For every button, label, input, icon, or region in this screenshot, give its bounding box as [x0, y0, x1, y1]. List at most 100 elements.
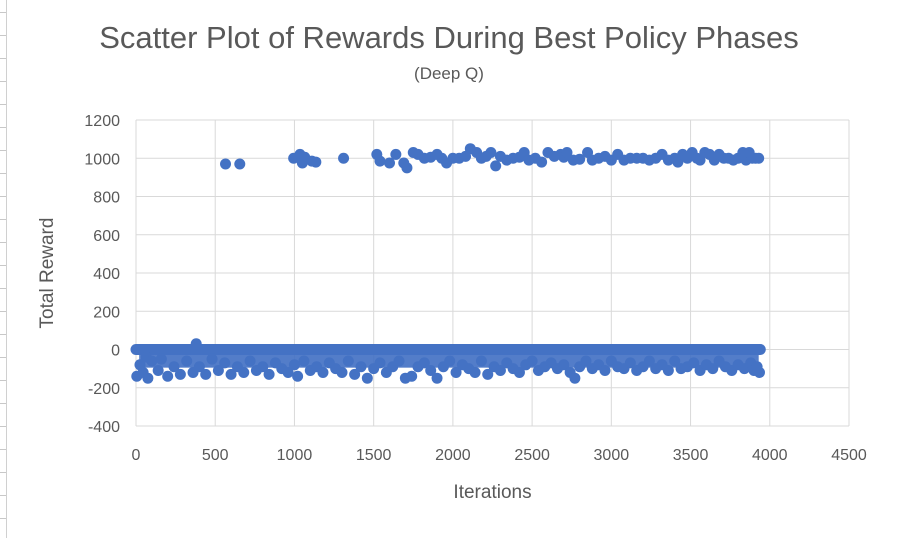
data-point: [181, 355, 193, 367]
data-point: [338, 152, 350, 164]
data-point: [374, 357, 386, 369]
row-divider: [0, 472, 6, 473]
data-point: [418, 357, 430, 369]
data-point: [361, 372, 373, 384]
row-divider: [0, 58, 6, 59]
data-point: [536, 156, 548, 168]
data-point: [257, 361, 269, 373]
x-tick-label: 2000: [435, 447, 471, 464]
data-point: [643, 355, 655, 367]
y-tick-label: -200: [88, 381, 120, 398]
data-point: [624, 357, 636, 369]
data-point: [152, 365, 164, 377]
chart-title: Scatter Plot of Rewards During Best Poli…: [99, 20, 799, 55]
data-point: [142, 372, 154, 384]
y-tick-label: 200: [93, 304, 120, 321]
y-tick-label: 1000: [84, 151, 120, 168]
data-point: [401, 162, 413, 174]
data-point: [288, 359, 300, 371]
data-point: [206, 353, 218, 365]
data-point: [444, 355, 456, 367]
data-point: [174, 368, 186, 380]
data-point: [569, 372, 581, 384]
chart-subtitle: (Deep Q): [414, 64, 484, 83]
x-tick-label: 4000: [752, 447, 788, 464]
row-divider: [0, 403, 6, 404]
row-divider: [0, 35, 6, 36]
data-point: [263, 368, 275, 380]
row-divider: [0, 12, 6, 13]
data-point: [298, 355, 310, 367]
x-tick-label: 2500: [514, 447, 550, 464]
row-divider: [0, 150, 6, 151]
sheet-edge: [0, 0, 7, 538]
data-point: [425, 365, 437, 377]
data-point: [146, 355, 158, 367]
y-axis-label: Total Reward: [37, 218, 58, 329]
data-point: [349, 368, 361, 380]
x-tick-label: 0: [132, 447, 141, 464]
y-tick-label: 1200: [84, 113, 120, 130]
data-point: [707, 363, 719, 375]
x-tick-label: 1000: [277, 447, 313, 464]
data-point: [450, 366, 462, 378]
row-divider: [0, 242, 6, 243]
data-point: [162, 370, 174, 382]
data-point: [513, 366, 525, 378]
y-tick-label: 800: [93, 190, 120, 207]
data-point: [662, 365, 674, 377]
row-divider: [0, 173, 6, 174]
row-divider: [0, 104, 6, 105]
row-divider: [0, 518, 6, 519]
y-tick-label: -400: [88, 419, 120, 436]
data-point: [317, 366, 329, 378]
data-point: [494, 365, 506, 377]
data-point: [558, 359, 570, 371]
data-point: [475, 355, 487, 367]
row-divider: [0, 380, 6, 381]
data-point: [688, 357, 700, 369]
data-point: [310, 156, 322, 168]
data-point: [580, 355, 592, 367]
row-divider: [0, 357, 6, 358]
row-divider: [0, 426, 6, 427]
data-point: [574, 153, 586, 165]
data-point: [193, 361, 205, 373]
data-point: [355, 361, 367, 373]
data-point: [406, 370, 418, 382]
x-tick-label: 1500: [356, 447, 392, 464]
data-point: [482, 368, 494, 380]
data-point: [212, 365, 224, 377]
row-divider: [0, 449, 6, 450]
row-divider: [0, 81, 6, 82]
data-point: [469, 366, 481, 378]
y-tick-label: 400: [93, 266, 120, 283]
row-divider: [0, 288, 6, 289]
data-point: [225, 368, 237, 380]
data-point: [374, 155, 386, 167]
data-point: [526, 355, 538, 367]
data-point: [753, 152, 765, 164]
data-point: [490, 160, 502, 172]
data-point: [234, 158, 246, 170]
x-axis-label: Iterations: [453, 482, 531, 503]
row-divider: [0, 334, 6, 335]
data-point: [220, 158, 232, 170]
data-point: [190, 338, 202, 350]
row-divider: [0, 311, 6, 312]
data-point: [200, 368, 212, 380]
data-point: [219, 357, 231, 369]
data-point: [669, 355, 681, 367]
data-point: [753, 366, 765, 378]
row-divider: [0, 219, 6, 220]
row-divider: [0, 265, 6, 266]
x-tick-label: 3500: [673, 447, 709, 464]
data-point: [384, 157, 396, 169]
y-tick-label: 0: [111, 343, 120, 360]
row-divider: [0, 196, 6, 197]
data-point: [244, 355, 256, 367]
data-point: [393, 355, 405, 367]
data-point: [168, 361, 180, 373]
data-point: [342, 355, 354, 367]
